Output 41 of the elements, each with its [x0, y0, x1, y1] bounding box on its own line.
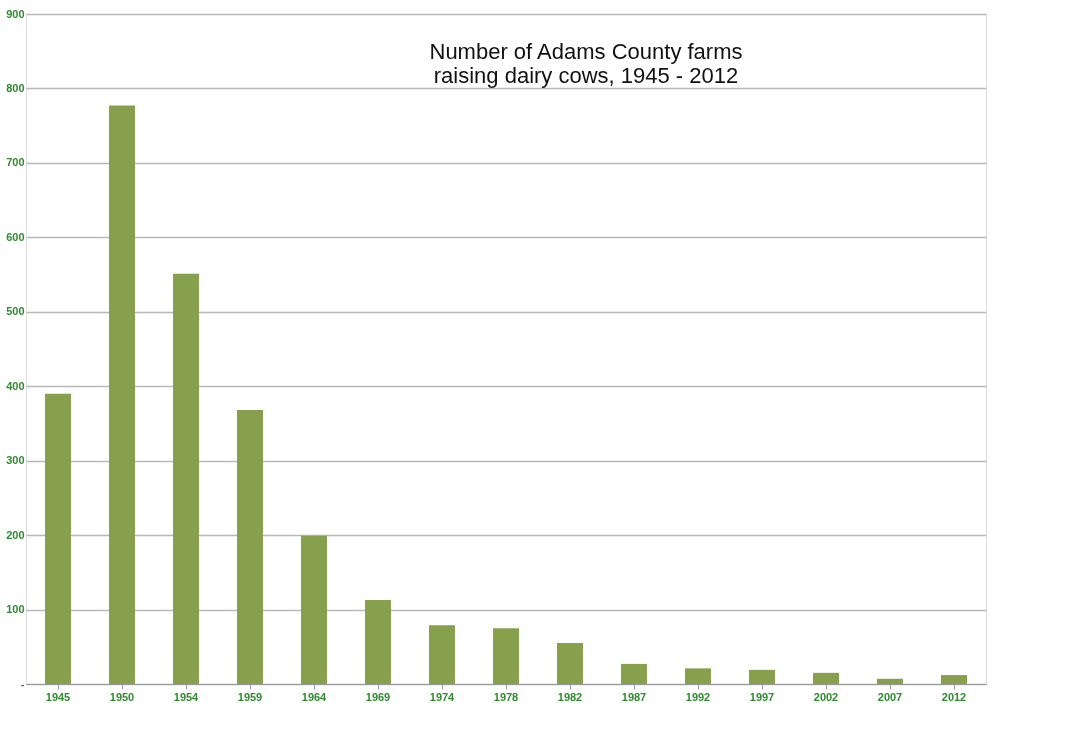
y-tick-label: 600 [6, 230, 25, 243]
x-tick-label: 1964 [301, 690, 328, 703]
x-tick-label: 1987 [621, 690, 647, 703]
x-tick-label: 1950 [109, 690, 135, 703]
bar [877, 678, 903, 684]
y-tick-label: 200 [6, 528, 25, 541]
bar [813, 672, 839, 684]
x-tick-label: 1974 [429, 690, 456, 703]
y-tick-label: 900 [6, 7, 25, 20]
x-tick-label: 2007 [877, 690, 903, 703]
x-tick-label: 1954 [173, 690, 200, 703]
x-tick-label: 1945 [45, 690, 71, 703]
x-tick-label: 1969 [365, 690, 391, 703]
bar [109, 105, 135, 684]
x-tick-label: 1997 [749, 690, 775, 703]
x-tick-label: 2012 [941, 690, 967, 703]
x-tick-label: 1982 [557, 690, 583, 703]
y-tick-label: 100 [6, 603, 25, 616]
y-tick-label: 500 [6, 305, 25, 318]
bar [173, 273, 199, 684]
y-tick-label: 300 [6, 454, 25, 467]
bar [749, 669, 775, 684]
x-tick-label: 1978 [493, 690, 519, 703]
y-tick-label: 400 [6, 379, 25, 392]
x-tick-label: 1992 [685, 690, 711, 703]
bar [429, 625, 455, 684]
bar [557, 643, 583, 684]
bar [237, 410, 263, 684]
bar [685, 668, 711, 684]
y-tick-label: 800 [6, 81, 25, 94]
y-tick-label: - [20, 677, 25, 690]
bar [493, 628, 519, 684]
bar [45, 393, 71, 684]
text: Number of Adams County farms raising dairy cows, 1945 - 2012 [429, 39, 743, 88]
x-tick-label: 2002 [813, 690, 839, 703]
bar [365, 599, 391, 684]
x-tick-label: 1959 [237, 690, 263, 703]
bar [941, 675, 967, 684]
bar [301, 535, 327, 684]
y-tick-label: 700 [6, 156, 25, 169]
bar [621, 663, 647, 684]
